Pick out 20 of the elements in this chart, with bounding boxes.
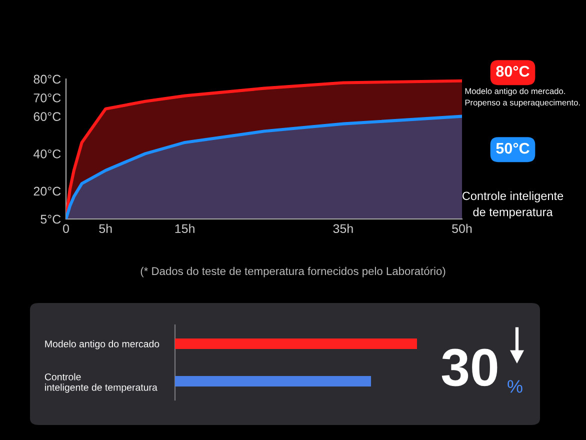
y-tick-label: 60°C [34, 112, 61, 121]
x-tick-label: 50h [452, 224, 472, 234]
y-tick-label: Controle inteligente de temperatura [44, 373, 158, 393]
text: 50°C [496, 142, 530, 154]
x-tick-label: 15h [175, 224, 194, 234]
y-tick-label: Modelo antigo do mercado [45, 340, 160, 350]
x-tick-label: 5h [99, 224, 112, 234]
y-tick-label: 70°C [34, 93, 61, 102]
text: % [508, 380, 522, 393]
y-tick-label: 20°C [34, 186, 61, 196]
text: 30 [442, 348, 498, 386]
x-tick-label: 35h [333, 224, 353, 234]
text: (* Dados do teste de temperatura fornecidos pelo Laboratório) [140, 266, 446, 278]
x-tick-label: 0 [63, 224, 69, 234]
y-tick-label: 80°C [34, 74, 61, 84]
y-tick-label: 40°C [34, 149, 61, 158]
text: 80°C [496, 66, 530, 77]
series-label: Modelo antigo do mercado. Propenso a superaquecimento. [465, 88, 580, 108]
y-tick-label: 5°C [40, 214, 61, 224]
series-label: Controle inteligente de temperatura [462, 191, 564, 219]
